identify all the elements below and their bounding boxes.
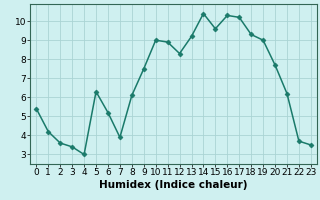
X-axis label: Humidex (Indice chaleur): Humidex (Indice chaleur) xyxy=(99,180,248,190)
